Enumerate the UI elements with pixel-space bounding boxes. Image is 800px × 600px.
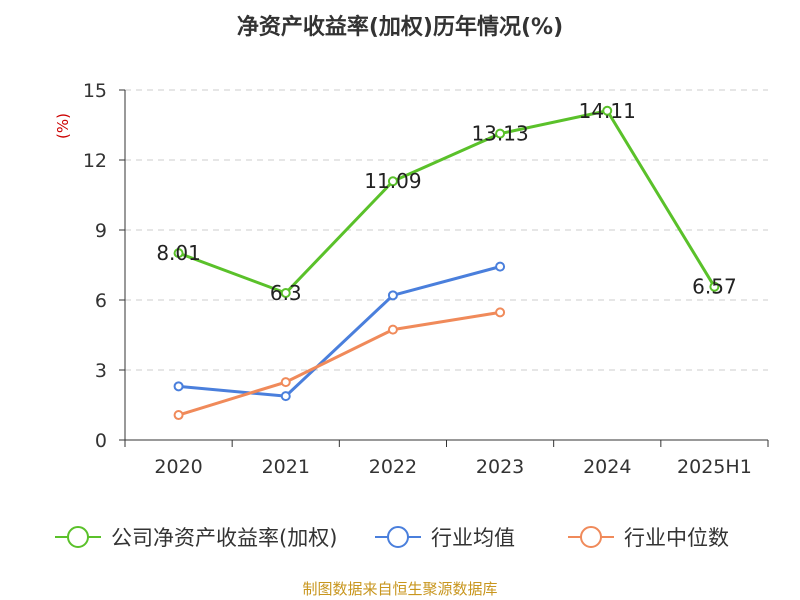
data-label-2024: 14.11 (579, 99, 636, 123)
y-tick-label: 6 (95, 290, 107, 312)
series-1-point-2022 (387, 290, 398, 301)
series-line-0 (178, 109, 716, 295)
legend-swatch-marker (580, 526, 602, 548)
series-2-point-2022 (387, 324, 398, 335)
y-tick-label: 3 (95, 360, 107, 382)
data-label-2025H1: 6.57 (692, 275, 737, 299)
legend-swatch-marker (387, 526, 409, 548)
series-2-point-2023 (495, 307, 506, 318)
legend-label: 行业中位数 (624, 526, 729, 550)
y-axis-unit: (%) (54, 113, 72, 139)
series-1-point-2020 (173, 381, 184, 392)
grid-lines (125, 89, 768, 371)
series-2-point-2021 (280, 377, 291, 388)
data-label-2021: 6.3 (270, 281, 302, 305)
x-tick-label-2020: 2020 (154, 456, 202, 478)
series-0-point-2024 (602, 105, 613, 116)
chart-title: 净资产收益率(加权)历年情况(%) (237, 14, 563, 40)
series-line-1 (178, 265, 501, 398)
data-source-note: 制图数据来自恒生聚源数据库 (302, 580, 497, 598)
series-0-point-2023 (495, 128, 506, 139)
y-tick-label: 15 (83, 80, 107, 102)
series-0-point-2022 (387, 176, 398, 187)
x-tick-label-2021: 2021 (262, 456, 310, 478)
series-2-point-2020 (173, 410, 184, 421)
x-tick-label-2024: 2024 (583, 456, 631, 478)
y-tick-label: 0 (95, 430, 107, 452)
x-tick-label-2022: 2022 (369, 456, 417, 478)
legend-label: 行业均值 (431, 526, 515, 550)
series-layer (173, 105, 720, 421)
x-tick-label-2023: 2023 (476, 456, 524, 478)
data-label-2023: 13.13 (471, 122, 528, 146)
y-tick-label: 12 (83, 150, 107, 172)
data-labels: 8.01 6.3 11.09 13.13 14.11 6.57 (156, 99, 736, 305)
series-1-point-2023 (495, 261, 506, 272)
data-label-2020: 8.01 (156, 241, 201, 265)
series-0-point-2021 (280, 288, 291, 298)
data-label-2022: 11.09 (364, 169, 421, 193)
series-1-point-2021 (280, 391, 291, 402)
legend-item-1: 行业均值 (375, 526, 515, 550)
legend-swatch-marker (67, 526, 89, 548)
legend: 公司净资产收益率(加权) 行业均值 行业中位数 (55, 526, 729, 550)
legend-item-0: 公司净资产收益率(加权) (55, 526, 337, 550)
series-0-point-2020 (173, 248, 184, 259)
x-tick-label-2025H1: 2025H1 (677, 456, 752, 478)
legend-label: 公司净资产收益率(加权) (111, 526, 337, 550)
series-0-point-2025H1 (709, 281, 720, 292)
legend-item-2: 行业中位数 (568, 526, 729, 550)
axes: 0 3 6 9 12 15 2020 2021 2022 2023 2024 2025H1 (83, 80, 769, 478)
y-tick-label: 9 (95, 220, 107, 242)
series-line-2 (178, 310, 501, 417)
